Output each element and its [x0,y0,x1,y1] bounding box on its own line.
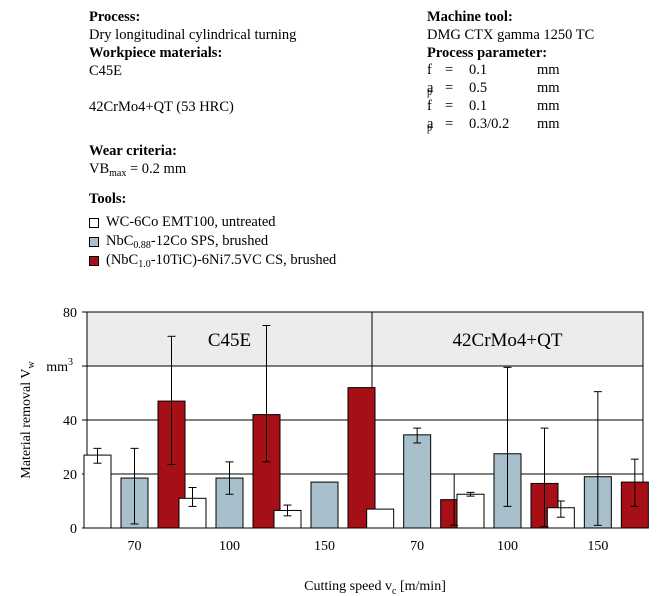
chart-grid [87,312,643,475]
process-value: Dry longitudinal cylindrical turning [89,27,297,43]
machine-heading: Machine tool: [427,9,513,25]
param-equals: = [445,98,454,114]
x-tick-label: 150 [587,539,608,554]
legend-label: (NbC1.0-10TiC)-6Ni7.5VC CS, brushed [106,252,337,270]
legend-swatch-blue [89,237,99,247]
param-equals: = [445,80,454,96]
x-tick-label: 100 [497,539,518,554]
y-axis-title: Material removal Vw [19,361,37,479]
workpiece-material-1: C45E [89,63,123,79]
param-row-1: f = 0.1 mm [427,62,560,78]
param-value: 0.3/0.2 [469,116,510,132]
param-value: 0.1 [469,98,488,114]
param-unit: mm [537,98,560,114]
legend-swatch-white [89,218,99,228]
y-tick-label: 20 [63,468,77,483]
x-tick-label: 70 [128,539,142,554]
bar [366,508,395,529]
param-value: 0.1 [469,62,488,78]
bar [310,481,339,529]
x-axis-title: Cutting speed vc [m/min] [304,579,446,596]
panel-title: C45E [208,330,251,351]
params-heading: Process parameter: [427,45,548,61]
panel-title: 42CrMo4+QT [453,330,563,351]
chart-error-bars [93,325,639,528]
param-unit: mm [537,62,560,78]
param-value: 0.5 [469,80,488,96]
param-equals: = [445,116,454,132]
wear-heading: Wear criteria: [89,143,177,159]
material-removal-chart: 0 20 40 80 mm3 Material removal Vw Cutting spe… [19,306,649,596]
bar [83,454,112,529]
legend-swatch-red [89,256,99,266]
workpiece-heading: Workpiece materials: [89,45,223,61]
machine-value: DMG CTX gamma 1250 TC [427,27,595,43]
bar [403,434,432,529]
y-tick-label: 0 [70,522,77,537]
legend-label: WC-6Co EMT100, untreated [106,214,276,230]
chart-bars [83,387,649,529]
tools-heading: Tools: [89,191,127,207]
x-tick-label: 100 [219,539,240,554]
bar [347,387,376,529]
legend-label: NbC0.88-12Co SPS, brushed [106,233,269,251]
panel-title-band [87,312,643,366]
y-unit-label: mm3 [46,357,73,375]
chart-labels: 0 20 40 80 mm3 Material removal Vw Cutting spe… [19,306,608,596]
y-tick-label: 40 [63,414,77,429]
x-tick-label: 150 [314,539,335,554]
y-tick-label: 80 [63,306,77,321]
bar [456,493,485,529]
param-unit: mm [537,80,560,96]
param-unit: mm [537,116,560,132]
process-heading: Process: [89,9,141,25]
param-row-3: f = 0.1 mm [427,98,560,114]
wear-criteria: VBmax = 0.2 mm [89,161,187,179]
param-equals: = [445,62,454,78]
x-tick-label: 70 [410,539,424,554]
workpiece-material-2: 42CrMo4+QT (53 HRC) [89,99,234,115]
